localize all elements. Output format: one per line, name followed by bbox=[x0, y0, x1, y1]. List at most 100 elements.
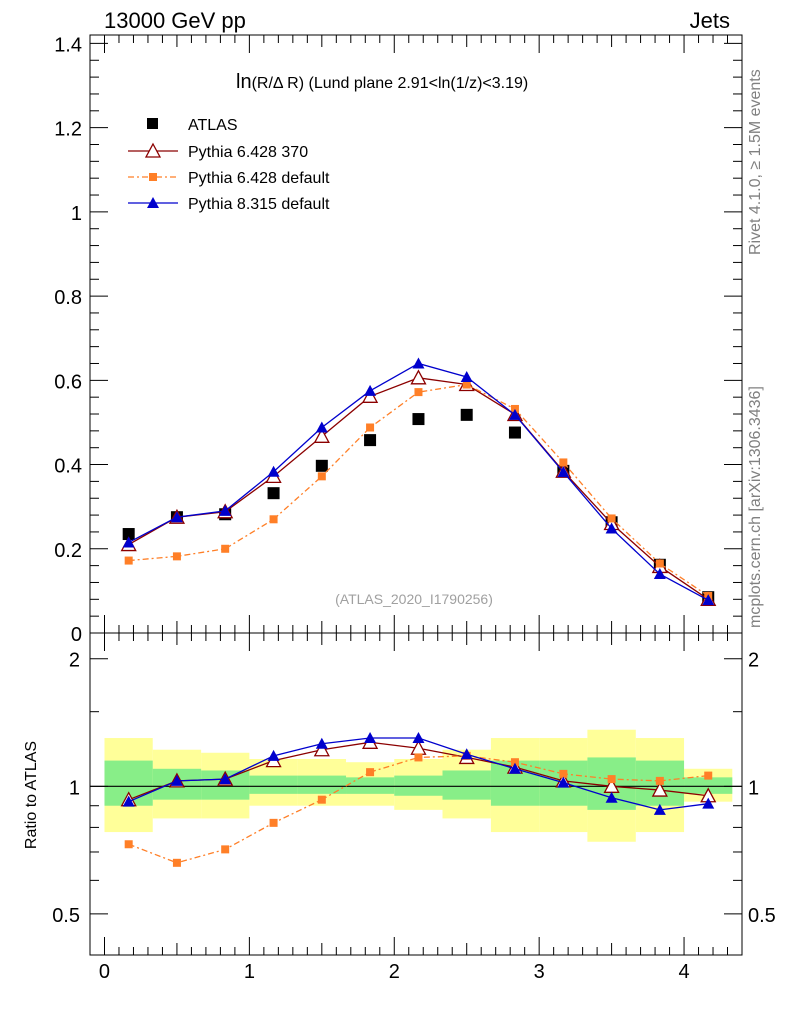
ratio-point-py6_default bbox=[414, 753, 423, 762]
uncertainty-bands bbox=[90, 729, 742, 842]
chart-title-ln: ln bbox=[236, 71, 252, 93]
top-y-tick-label: 1.4 bbox=[54, 34, 82, 56]
ratio-panel-frame bbox=[89, 632, 743, 956]
legend-py6-370-marker bbox=[144, 142, 162, 158]
ratio-point-py6_default bbox=[655, 776, 664, 785]
x-tick-label: 3 bbox=[534, 961, 545, 983]
ratio-y-tick-label: 2 bbox=[69, 650, 80, 672]
top-point-py6_default bbox=[655, 559, 664, 568]
ratio-point-py6_default bbox=[510, 758, 519, 767]
ratio-point-py8_default bbox=[508, 762, 521, 774]
top-point-py6_default bbox=[366, 423, 375, 432]
top-point-atlas bbox=[412, 413, 425, 426]
top-y-tick-label: 0 bbox=[71, 624, 82, 646]
legend: ATLAS Pythia 6.428 370 Pythia 6.428 defa… bbox=[128, 117, 330, 213]
top-series-line-py6_370 bbox=[128, 377, 709, 600]
ratio-point-py8_default bbox=[122, 795, 135, 807]
ratio-band-inner bbox=[249, 775, 298, 794]
rivet-version-label: Rivet 4.1.0, ≥ 1.5M events bbox=[747, 69, 764, 255]
top-point-py6_default bbox=[462, 380, 471, 389]
ratio-point-py6_default bbox=[607, 775, 616, 784]
ratio-axis-label: Ratio to ATLAS bbox=[23, 741, 40, 849]
ratio-point-py8_default bbox=[412, 732, 425, 744]
ratio-point-py8_default bbox=[170, 774, 183, 786]
ratio-point-py6_default bbox=[124, 840, 133, 849]
ratio-point-py6_370 bbox=[651, 781, 668, 797]
ratio-band-inner bbox=[346, 777, 395, 794]
top-point-py8_default bbox=[267, 465, 280, 477]
ratio-y-tick-label: 1 bbox=[69, 777, 80, 799]
top-point-py8_default bbox=[219, 504, 232, 516]
legend-py6-default-marker bbox=[149, 173, 157, 181]
data-series bbox=[120, 357, 717, 867]
ratio-band-inner bbox=[297, 775, 347, 794]
ratio-y-tick-label-right: 2 bbox=[748, 650, 759, 672]
top-point-py6_default bbox=[172, 552, 181, 561]
legend-py6-default-label: Pythia 6.428 default bbox=[188, 170, 330, 187]
top-point-py6_default bbox=[607, 514, 616, 523]
ratio-point-py6_default bbox=[172, 858, 181, 867]
ratio-band-inner bbox=[442, 770, 491, 800]
x-tick-label: 2 bbox=[389, 961, 400, 983]
top-point-py6_default bbox=[559, 458, 568, 467]
top-y-tick-label: 1 bbox=[71, 203, 82, 225]
header-jets-label: Jets bbox=[690, 8, 730, 33]
top-y-tick-label: 0.6 bbox=[54, 371, 82, 393]
top-point-py6_370 bbox=[313, 427, 330, 443]
legend-py8-default-label: Pythia 8.315 default bbox=[188, 196, 330, 213]
top-point-py8_default bbox=[605, 522, 618, 534]
ratio-point-py8_default bbox=[219, 773, 232, 785]
top-point-py8_default bbox=[170, 511, 183, 523]
top-point-atlas bbox=[364, 434, 377, 447]
top-point-py8_default bbox=[557, 466, 570, 478]
ratio-point-py8_default bbox=[315, 737, 328, 749]
top-point-py6_default bbox=[317, 472, 326, 481]
x-tick-label: 0 bbox=[99, 961, 110, 983]
top-point-py8_default bbox=[315, 421, 328, 433]
top-point-py6_default bbox=[221, 544, 230, 553]
top-point-py8_default bbox=[460, 370, 473, 382]
top-y-tick-label: 0.2 bbox=[54, 540, 82, 562]
top-point-py8_default bbox=[364, 384, 377, 396]
top-point-py8_default bbox=[412, 357, 425, 369]
legend-py6-370-label: Pythia 6.428 370 bbox=[188, 144, 308, 161]
top-point-py6_default bbox=[124, 556, 133, 565]
axis-ticks: 0 0.2 0.4 0.6 0.8 1 1.2 1.4 0.5 0.5 1 1 2 2 0 1 2 3 4 bbox=[52, 34, 776, 983]
top-point-py8_default bbox=[122, 536, 135, 548]
ratio-point-py6_default bbox=[221, 845, 230, 854]
top-point-atlas bbox=[315, 459, 328, 472]
ratio-point-py8_default bbox=[605, 791, 618, 803]
ratio-point-py8_default bbox=[460, 748, 473, 760]
ratio-point-py6_default bbox=[559, 769, 568, 778]
ratio-point-py6_default bbox=[269, 818, 278, 827]
ratio-point-py8_default bbox=[702, 797, 715, 809]
top-y-tick-label: 1.2 bbox=[54, 119, 82, 141]
ratio-band-inner bbox=[394, 775, 443, 796]
mcplots-reference-label: mcplots.cern.ch [arXiv:1306.3436] bbox=[747, 386, 764, 628]
legend-atlas-label: ATLAS bbox=[188, 117, 238, 134]
top-point-atlas bbox=[508, 426, 521, 439]
ratio-y-tick-label-right: 0.5 bbox=[748, 905, 776, 927]
top-point-atlas bbox=[122, 528, 135, 541]
top-point-atlas bbox=[460, 408, 473, 421]
top-y-tick-label: 0.4 bbox=[54, 456, 82, 478]
ratio-point-py8_default bbox=[267, 749, 280, 761]
ratio-y-tick-label-right: 1 bbox=[748, 777, 759, 799]
ratio-y-tick-label: 0.5 bbox=[52, 905, 80, 927]
legend-atlas-marker bbox=[147, 118, 158, 129]
chart-title-ratio: (R/Δ R) bbox=[252, 75, 304, 92]
ratio-band-inner bbox=[684, 777, 733, 794]
x-tick-label: 4 bbox=[678, 961, 689, 983]
top-point-py6_370 bbox=[410, 369, 427, 385]
header-energy-label: 13000 GeV pp bbox=[104, 8, 246, 33]
ratio-point-py8_default bbox=[364, 732, 377, 744]
ratio-point-py6_370 bbox=[313, 741, 330, 757]
top-series-line-py8_default bbox=[128, 362, 709, 601]
ratio-point-py8_default bbox=[653, 803, 666, 815]
x-tick-label: 1 bbox=[244, 961, 255, 983]
chart-title: ln(R/Δ R) (Lund plane 2.91<ln(1/z)<3.19) bbox=[236, 71, 528, 93]
top-point-py8_default bbox=[508, 408, 521, 420]
top-point-py6_default bbox=[414, 388, 423, 397]
ratio-point-py8_default bbox=[557, 776, 570, 788]
